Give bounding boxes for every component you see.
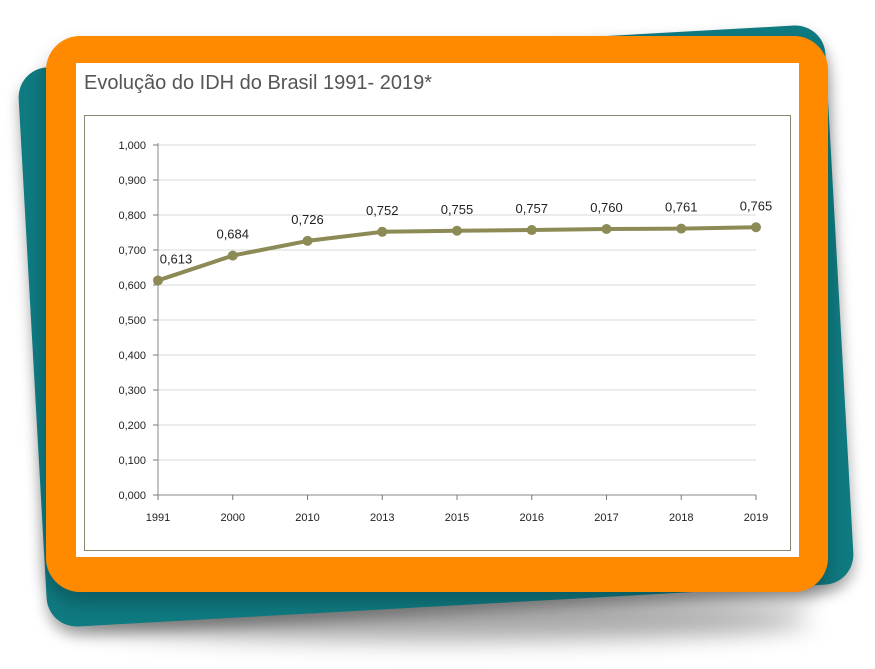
x-tick-label: 2018 (669, 512, 693, 524)
line-chart: 0,000 0,100 0,200 0,300 0,400 0,500 0,600 0,700… (118, 140, 773, 524)
y-tick-label: 0,900 (118, 175, 146, 187)
y-tick-label: 0,000 (118, 490, 146, 502)
x-tick-label: 2015 (445, 512, 469, 524)
data-point (526, 225, 537, 236)
y-tick-label: 0,500 (118, 315, 146, 327)
data-point (153, 275, 163, 286)
y-tick-label: 0,300 (118, 385, 146, 397)
plot-frame (84, 115, 791, 551)
y-tick-label: 1,000 (118, 140, 146, 152)
data-label: 0,760 (590, 200, 623, 215)
y-tick-label: 0,400 (118, 350, 146, 362)
x-tick-label: 2013 (370, 512, 394, 524)
y-tick-label: 0,600 (118, 280, 146, 292)
data-point (227, 250, 238, 261)
y-tick-label: 0,800 (118, 210, 146, 222)
x-tick-label: 2000 (221, 512, 245, 524)
data-point (302, 235, 313, 246)
data-label: 0,684 (216, 227, 249, 242)
chart-panel: Evolução do IDH do Brasil 1991- 2019* 0,… (76, 63, 799, 557)
y-tick-label: 0,700 (118, 245, 146, 257)
x-tick-label: 2019 (744, 512, 768, 524)
x-tick-label: 2017 (594, 512, 618, 524)
data-label: 0,752 (366, 203, 399, 218)
data-point (452, 225, 462, 236)
data-label: 0,757 (515, 201, 548, 216)
data-label: 0,765 (740, 198, 773, 213)
x-tick-label: 2010 (295, 512, 319, 524)
data-point (751, 222, 761, 233)
data-label: 0,755 (441, 202, 474, 217)
y-tick-label: 0,100 (118, 455, 146, 467)
y-tick-label: 0,200 (118, 420, 146, 432)
data-point (377, 226, 388, 237)
chart-title: Evolução do IDH do Brasil 1991- 2019* (84, 72, 432, 94)
data-point (601, 224, 612, 234)
data-point (676, 223, 687, 234)
data-label: 0,761 (665, 200, 698, 215)
x-tick-label: 2016 (520, 512, 544, 524)
x-tick-label: 1991 (146, 512, 170, 524)
data-label: 0,613 (160, 251, 193, 266)
data-label: 0,726 (291, 212, 324, 227)
